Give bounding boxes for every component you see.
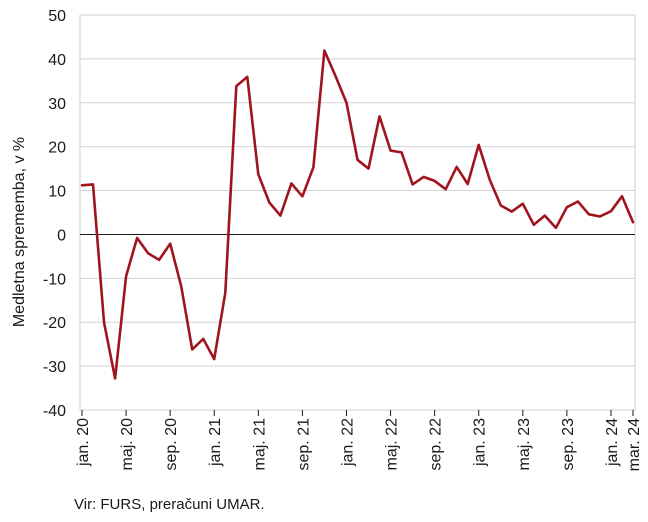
data-point	[290, 182, 292, 184]
x-tick-label: jan. 23	[472, 418, 489, 467]
data-point	[147, 252, 149, 254]
y-tick-label: -30	[43, 359, 66, 376]
data-point	[389, 149, 391, 151]
data-point	[312, 166, 314, 168]
x-tick-label: mar. 24	[626, 418, 643, 471]
gridlines	[80, 58, 635, 367]
data-point	[202, 338, 204, 340]
x-tick-label: sep. 23	[560, 418, 577, 471]
data-point	[621, 195, 623, 197]
x-tick-label: jan. 24	[604, 418, 621, 467]
x-tick-label: maj. 21	[251, 418, 268, 471]
x-axis-ticks: jan. 20 maj. 20 sep. 20 jan. 21 maj. 21 sep. …	[75, 410, 643, 471]
x-tick-label: sep. 20	[163, 418, 180, 471]
x-tick-label: sep. 21	[295, 418, 312, 471]
data-point	[169, 242, 171, 244]
data-point	[544, 214, 546, 216]
data-point	[444, 188, 446, 190]
data-point	[500, 204, 502, 206]
data-point	[158, 259, 160, 261]
y-tick-label: -20	[43, 315, 66, 332]
data-point	[588, 213, 590, 215]
x-tick-label: jan. 20	[75, 418, 92, 467]
x-tick-label: maj. 22	[384, 418, 401, 471]
data-point	[467, 183, 469, 185]
data-point	[191, 348, 193, 350]
data-point	[224, 292, 226, 294]
data-point	[433, 180, 435, 182]
data-point	[103, 321, 105, 323]
x-tick-label: jan. 21	[207, 418, 224, 467]
plot-area	[79, 14, 636, 411]
series-group	[80, 49, 635, 380]
data-point	[125, 275, 127, 277]
y-tick-label: -40	[43, 403, 66, 420]
data-point	[610, 210, 612, 212]
data-point	[114, 377, 116, 379]
data-point	[136, 237, 138, 239]
y-tick-label: 30	[48, 96, 66, 113]
data-point	[213, 358, 215, 360]
data-point	[577, 200, 579, 202]
x-tick-label: maj. 23	[516, 418, 533, 471]
y-tick-label: 10	[48, 184, 66, 201]
series-line	[80, 49, 635, 380]
y-tick-label: 50	[48, 8, 66, 25]
x-tick-label: maj. 20	[119, 418, 136, 471]
data-point	[566, 206, 568, 208]
data-point	[411, 183, 413, 185]
data-point	[356, 159, 358, 161]
y-tick-label: -10	[43, 271, 66, 288]
data-point	[511, 210, 513, 212]
y-tick-label: 40	[48, 52, 66, 69]
data-point	[367, 167, 369, 169]
data-point	[92, 183, 94, 185]
x-tick-label: sep. 22	[428, 418, 445, 471]
data-point	[455, 166, 457, 168]
data-point	[180, 285, 182, 287]
data-point	[378, 115, 380, 117]
data-point	[345, 102, 347, 104]
data-point	[522, 203, 524, 205]
data-point	[400, 151, 402, 153]
data-point	[632, 221, 634, 223]
data-point	[599, 215, 601, 217]
y-tick-label: 20	[48, 140, 66, 157]
data-point	[81, 184, 83, 186]
data-point	[235, 85, 237, 87]
data-point	[422, 176, 424, 178]
source-note: Vir: FURS, preračuni UMAR.	[74, 496, 265, 513]
data-point	[555, 227, 557, 229]
data-point	[478, 144, 480, 146]
data-point	[323, 49, 325, 51]
data-point	[334, 75, 336, 77]
data-point	[533, 224, 535, 226]
data-point	[279, 214, 281, 216]
y-axis-label: Medletna sprememba, v %	[11, 137, 28, 327]
data-point	[246, 76, 248, 78]
data-point	[268, 201, 270, 203]
data-point	[489, 178, 491, 180]
y-tick-label: 0	[57, 227, 66, 244]
x-tick-label: jan. 22	[339, 418, 356, 467]
data-point	[301, 195, 303, 197]
y-axis-ticks: 50 40 30 20 10 0 -10 -20 -30 -40	[43, 8, 66, 420]
data-point	[257, 173, 259, 175]
